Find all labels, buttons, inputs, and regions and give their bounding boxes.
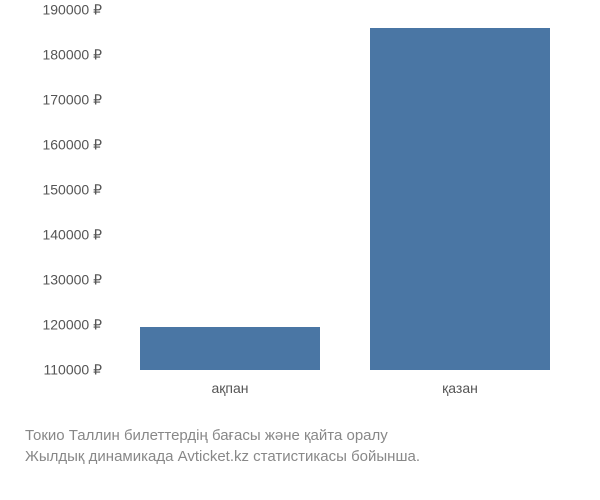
caption: Токио Таллин билеттердің бағасы және қай… xyxy=(25,425,575,467)
y-axis: 110000 ₽120000 ₽130000 ₽140000 ₽150000 ₽… xyxy=(20,10,110,370)
y-tick-label: 120000 ₽ xyxy=(42,317,102,334)
y-tick-label: 150000 ₽ xyxy=(42,182,102,199)
x-tick-label: ақпан xyxy=(211,380,248,396)
y-tick-label: 110000 ₽ xyxy=(44,362,102,379)
y-tick-label: 180000 ₽ xyxy=(42,47,102,64)
x-axis: ақпан қазан xyxy=(115,375,575,405)
chart-container: 110000 ₽ 120000 ₽ 130000 ₽ 140000 ₽ 150000 ₽… xyxy=(20,10,580,410)
y-tick-label: 140000 ₽ xyxy=(42,227,102,244)
bar xyxy=(370,28,549,370)
y-tick-label: 170000 ₽ xyxy=(42,92,102,109)
y-tick-label: 190000 ₽ xyxy=(42,2,102,19)
caption-line-2: Жылдық динамикада Avticket.kz статистика… xyxy=(25,446,575,467)
y-tick-label: 160000 ₽ xyxy=(42,137,102,154)
x-tick-label: қазан xyxy=(442,380,478,396)
plot-area xyxy=(115,10,575,370)
y-tick-label: 130000 ₽ xyxy=(42,272,102,289)
bar xyxy=(140,327,319,370)
caption-line-1: Токио Таллин билеттердің бағасы және қай… xyxy=(25,425,575,446)
